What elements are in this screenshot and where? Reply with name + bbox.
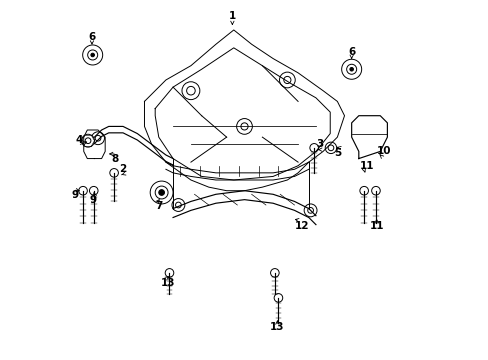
Circle shape: [283, 76, 290, 84]
Circle shape: [155, 186, 168, 199]
Circle shape: [79, 186, 87, 195]
Text: 7: 7: [155, 201, 162, 211]
Circle shape: [279, 72, 295, 88]
Circle shape: [307, 207, 313, 213]
Circle shape: [349, 67, 353, 71]
Circle shape: [341, 59, 361, 79]
Circle shape: [325, 142, 336, 154]
Circle shape: [159, 190, 164, 195]
Circle shape: [172, 199, 184, 211]
Circle shape: [95, 135, 101, 141]
Circle shape: [82, 45, 102, 65]
Text: 2: 2: [119, 163, 126, 174]
Circle shape: [182, 82, 200, 100]
Text: 13: 13: [160, 278, 175, 288]
Text: 11: 11: [368, 221, 383, 231]
Circle shape: [371, 186, 380, 195]
Text: 12: 12: [294, 221, 308, 231]
Text: 9: 9: [71, 190, 78, 200]
Text: 10: 10: [376, 147, 390, 157]
Text: 6: 6: [88, 32, 95, 42]
Text: 8: 8: [111, 154, 119, 164]
Circle shape: [241, 123, 247, 130]
Circle shape: [110, 168, 118, 177]
Text: 4: 4: [76, 135, 83, 145]
Circle shape: [346, 64, 356, 74]
Circle shape: [359, 186, 367, 195]
Text: 1: 1: [228, 11, 236, 21]
Circle shape: [304, 204, 316, 217]
Circle shape: [309, 144, 318, 152]
Circle shape: [81, 134, 94, 147]
Circle shape: [91, 132, 104, 145]
Circle shape: [274, 294, 282, 302]
Circle shape: [89, 186, 98, 195]
Text: 11: 11: [359, 161, 373, 171]
Circle shape: [150, 181, 173, 204]
Text: 5: 5: [334, 148, 341, 158]
Circle shape: [85, 138, 91, 144]
Circle shape: [270, 269, 279, 277]
Circle shape: [91, 53, 94, 57]
Text: 3: 3: [315, 139, 323, 149]
Circle shape: [327, 145, 333, 151]
Text: 6: 6: [347, 47, 355, 57]
Text: 13: 13: [269, 322, 284, 332]
Circle shape: [87, 50, 98, 60]
Circle shape: [175, 202, 181, 208]
Text: 9: 9: [89, 195, 96, 204]
Circle shape: [236, 118, 252, 134]
Circle shape: [186, 86, 195, 95]
Circle shape: [165, 269, 173, 277]
